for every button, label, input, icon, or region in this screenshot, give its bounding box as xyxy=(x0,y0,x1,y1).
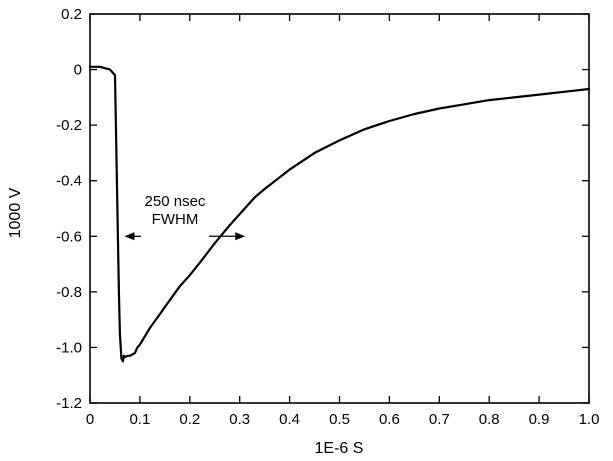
x-tick-label: 0.6 xyxy=(379,411,400,428)
annotation-group: 250 nsec FWHM xyxy=(124,193,246,241)
y-tick-label: 0.2 xyxy=(61,6,82,23)
x-tick-label: 0.1 xyxy=(129,411,150,428)
x-tick-label: 0.5 xyxy=(329,411,350,428)
annotation-line2: FWHM xyxy=(152,211,199,228)
x-axis: 0 0.1 0.2 0.3 0.4 0.5 0.6 0.7 0.8 0.9 1.0 xyxy=(86,14,600,428)
y-tick-label: -0.6 xyxy=(56,228,82,245)
y-tick-label: -0.4 xyxy=(56,173,82,190)
fwhm-arrowhead-right xyxy=(235,232,246,241)
x-tick-label: 0.7 xyxy=(429,411,450,428)
x-tick-label: 0 xyxy=(86,411,94,428)
annotation-line1: 250 nsec xyxy=(145,193,206,210)
x-tick-label: 1.0 xyxy=(579,411,600,428)
y-tick-label: -1.2 xyxy=(56,395,82,412)
y-tick-label: 0 xyxy=(74,62,82,79)
x-tick-label: 0.9 xyxy=(529,411,550,428)
x-tick-label: 0.3 xyxy=(229,411,250,428)
y-tick-label: -1.0 xyxy=(56,339,82,356)
series-group xyxy=(88,65,591,363)
series-line xyxy=(88,65,591,363)
y-tick-label: -0.2 xyxy=(56,117,82,134)
x-tick-label: 0.4 xyxy=(279,411,300,428)
y-tick-label: -0.8 xyxy=(56,284,82,301)
x-tick-label: 0.8 xyxy=(479,411,500,428)
y-axis-title: 1000 V xyxy=(7,187,24,238)
fwhm-arrowhead-left xyxy=(124,232,135,241)
x-tick-label: 0.2 xyxy=(179,411,200,428)
y-axis: 0.2 0 -0.2 -0.4 -0.6 -0.8 -1.0 -1.2 xyxy=(56,6,589,412)
x-axis-title: 1E-6 S xyxy=(315,440,364,457)
